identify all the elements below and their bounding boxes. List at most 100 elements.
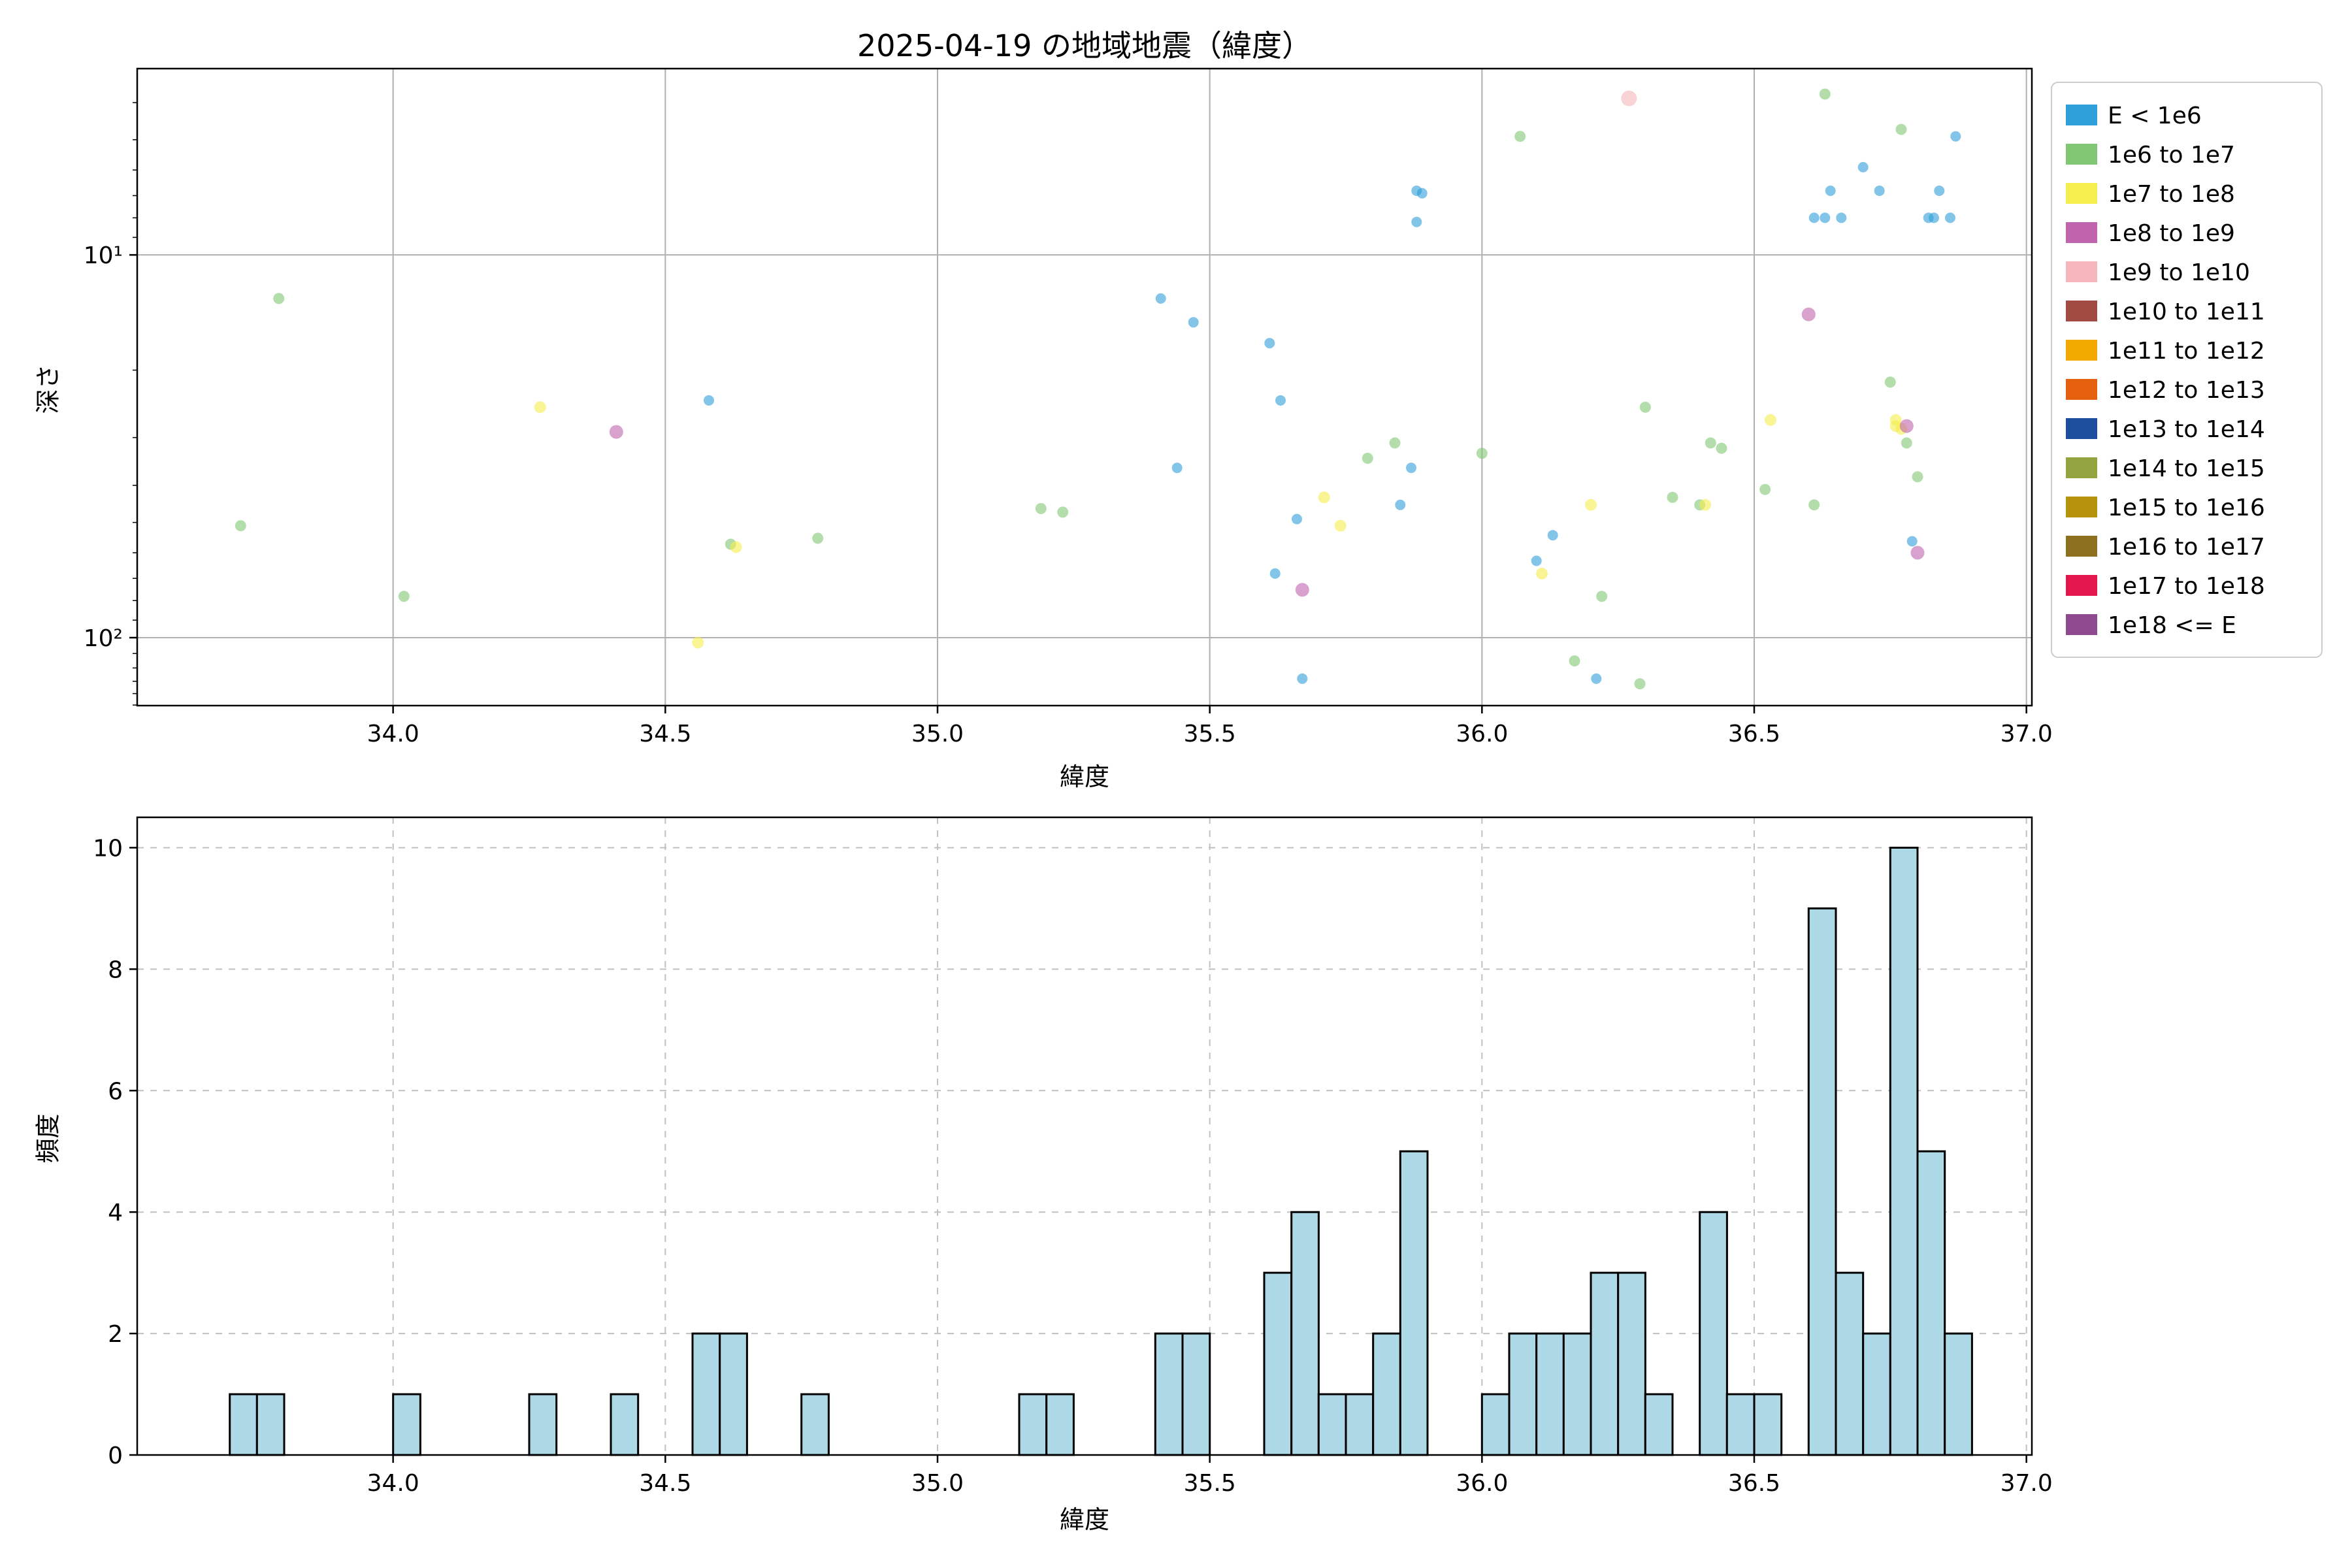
scatter-point xyxy=(1825,186,1836,196)
legend-swatch xyxy=(2066,379,2097,400)
hist-bar xyxy=(1699,1211,1728,1456)
scatter-point xyxy=(1699,498,1711,511)
scatter-x-tick-label: 36.5 xyxy=(1728,721,1780,747)
hist-bar xyxy=(1725,1393,1756,1456)
scatter-point xyxy=(534,401,546,414)
hist-bar xyxy=(1290,1211,1320,1456)
scatter-grid xyxy=(137,69,2032,706)
hist-frame xyxy=(136,816,2033,1456)
legend-box xyxy=(2051,82,2323,658)
hist-bar xyxy=(1562,1332,1592,1456)
scatter-x-tick-label: 37.0 xyxy=(2001,721,2053,747)
legend-label: 1e10 to 1e11 xyxy=(2108,299,2265,325)
scatter-point xyxy=(1621,90,1637,106)
legend-label: 1e13 to 1e14 xyxy=(2108,416,2265,443)
hist-bar xyxy=(719,1332,748,1456)
hist-x-tick-label: 35.0 xyxy=(911,1470,964,1497)
hist-x-tick-label: 36.0 xyxy=(1456,1470,1508,1497)
legend-swatch xyxy=(2066,418,2097,439)
scatter-point xyxy=(1389,437,1401,449)
scatter-point xyxy=(1057,506,1069,518)
scatter-y-tick-label: 10² xyxy=(84,625,123,652)
legend-label: 1e14 to 1e15 xyxy=(2108,455,2265,482)
hist-x-tick-label: 36.5 xyxy=(1728,1470,1780,1497)
scatter-x-tick-label: 35.0 xyxy=(911,721,964,747)
scatter-point xyxy=(812,532,824,544)
hist-bar xyxy=(1317,1393,1347,1456)
chart-title: 2025-04-19 の地域地震（緯度） xyxy=(857,28,1312,63)
hist-x-tick-label: 35.5 xyxy=(1184,1470,1236,1497)
scatter-points xyxy=(235,88,1961,690)
scatter-point xyxy=(609,425,623,439)
scatter-point xyxy=(704,395,714,406)
legend-swatch xyxy=(2066,340,2097,361)
scatter-point xyxy=(1910,546,1925,560)
hist-ticks xyxy=(129,847,2027,1463)
legend-swatch xyxy=(2066,575,2097,596)
legend-swatch xyxy=(2066,614,2097,635)
scatter-point xyxy=(1411,216,1422,227)
legend-swatch xyxy=(2066,457,2097,478)
scatter-point xyxy=(1950,131,1961,142)
scatter-point xyxy=(1547,530,1558,541)
scatter-point xyxy=(730,541,742,553)
hist-bar xyxy=(1753,1393,1783,1456)
scatter-point xyxy=(1945,212,1955,223)
scatter-point xyxy=(1808,212,1820,223)
scatter-point xyxy=(1716,442,1727,454)
scatter-point xyxy=(1334,519,1347,532)
scatter-ticks xyxy=(129,253,2027,713)
hist-bar xyxy=(392,1393,421,1456)
hist-bar xyxy=(1263,1271,1293,1456)
legend-label: 1e6 to 1e7 xyxy=(2108,142,2235,169)
scatter-point xyxy=(1531,555,1542,566)
scatter-point xyxy=(1585,498,1597,511)
hist-bar xyxy=(1862,1332,1891,1456)
scatter-point xyxy=(1912,471,1923,483)
scatter-point xyxy=(1819,88,1831,100)
scatter-point xyxy=(1171,463,1183,474)
scatter-point xyxy=(1820,212,1831,223)
scatter-x-tick-label: 36.0 xyxy=(1456,721,1508,747)
scatter-point xyxy=(235,520,246,532)
hist-ylabel: 頻度 xyxy=(33,1113,63,1164)
scatter-point xyxy=(1476,448,1488,459)
legend-swatch xyxy=(2066,261,2097,282)
scatter-point xyxy=(1906,536,1918,547)
scatter-point xyxy=(1801,307,1816,321)
hist-bar xyxy=(229,1393,258,1456)
hist-y-tick-label: 4 xyxy=(108,1200,123,1226)
hist-x-tick-label: 34.0 xyxy=(367,1470,419,1497)
scatter-point xyxy=(1269,568,1281,579)
scatter-point xyxy=(692,636,704,649)
legend-swatch xyxy=(2066,183,2097,204)
scatter-point xyxy=(1297,673,1308,684)
scatter-minor-ticks xyxy=(133,102,137,706)
scatter-y-tick-label: 10¹ xyxy=(84,242,123,269)
scatter-point xyxy=(1808,499,1820,511)
scatter-x-tick-label: 34.0 xyxy=(367,721,419,747)
hist-bar xyxy=(1399,1150,1429,1456)
scatter-point xyxy=(1895,123,1907,135)
scatter-x-tick-label: 34.5 xyxy=(639,721,691,747)
hist-bar xyxy=(1916,1150,1946,1456)
scatter-point xyxy=(1155,293,1166,304)
scatter-point xyxy=(1514,131,1526,142)
hist-bar xyxy=(1345,1393,1375,1456)
scatter-point xyxy=(1292,514,1302,525)
legend: E < 1e6 1e6 to 1e7 1e7 to 1e8 1e8 to 1e9 1e9… xyxy=(2066,103,2265,639)
hist-bar xyxy=(1508,1332,1538,1456)
scatter-point xyxy=(1836,212,1847,223)
hist-y-tick-label: 8 xyxy=(108,956,123,983)
scatter-point xyxy=(1536,567,1548,580)
legend-label: 1e12 to 1e13 xyxy=(2108,377,2265,404)
hist-bar xyxy=(528,1393,558,1456)
legend-label: 1e8 to 1e9 xyxy=(2108,220,2235,247)
hist-bar xyxy=(1889,847,1919,1456)
legend-label: 1e11 to 1e12 xyxy=(2108,338,2265,365)
scatter-point xyxy=(1934,186,1945,196)
legend-swatch xyxy=(2066,536,2097,557)
hist-bar xyxy=(800,1393,830,1456)
scatter-point xyxy=(1318,491,1330,504)
